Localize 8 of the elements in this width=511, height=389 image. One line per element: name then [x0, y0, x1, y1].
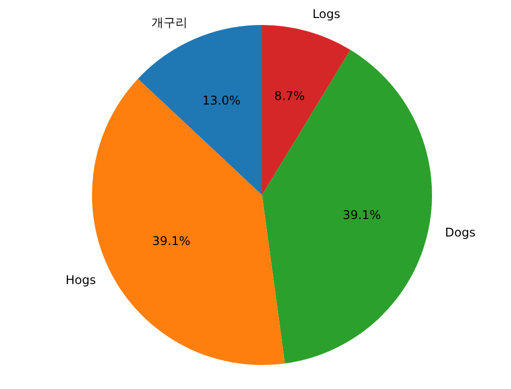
slice-label: Dogs [445, 225, 476, 240]
slice-label: Logs [312, 7, 340, 22]
data-label: 13.0% [202, 94, 241, 108]
data-label: 39.1% [342, 208, 381, 222]
slice-label: 개구리 [152, 16, 188, 30]
data-label: 39.1% [152, 234, 190, 248]
data-label: 8.7% [274, 88, 305, 103]
slice-label: Hogs [66, 272, 96, 287]
